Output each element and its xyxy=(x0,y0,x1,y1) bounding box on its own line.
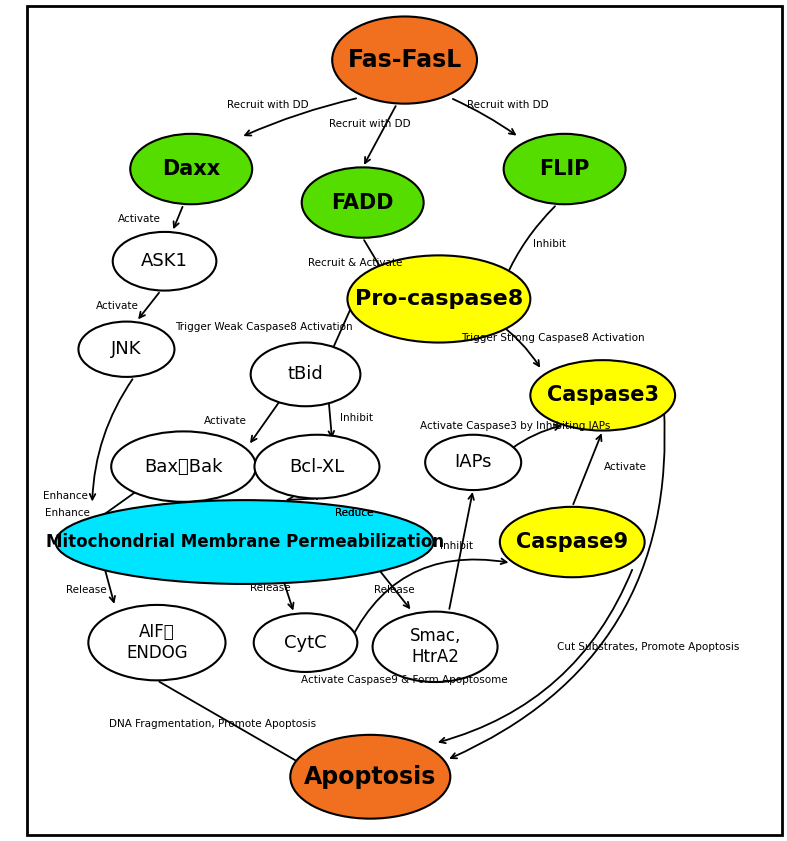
Text: Smac,
HtrA2: Smac, HtrA2 xyxy=(409,627,460,666)
Ellipse shape xyxy=(79,321,175,377)
Text: Release: Release xyxy=(66,584,106,595)
Text: Caspase3: Caspase3 xyxy=(547,385,659,405)
Ellipse shape xyxy=(301,167,423,238)
Ellipse shape xyxy=(131,134,252,204)
Text: Enhance: Enhance xyxy=(46,508,91,518)
Text: Activate: Activate xyxy=(604,462,647,472)
Ellipse shape xyxy=(500,507,645,577)
Text: Fas-FasL: Fas-FasL xyxy=(348,48,462,72)
Text: FLIP: FLIP xyxy=(539,159,589,179)
Ellipse shape xyxy=(332,17,477,103)
Ellipse shape xyxy=(113,232,216,291)
Text: DNA Fragmentation, Promote Apoptosis: DNA Fragmentation, Promote Apoptosis xyxy=(109,719,316,729)
Text: Activate: Activate xyxy=(118,214,161,225)
Text: JNK: JNK xyxy=(111,341,142,358)
Text: FADD: FADD xyxy=(331,193,394,213)
Ellipse shape xyxy=(290,735,450,818)
Ellipse shape xyxy=(372,611,497,682)
Text: AIF､
ENDOG: AIF､ ENDOG xyxy=(126,623,188,662)
Text: Recruit with DD: Recruit with DD xyxy=(329,119,410,129)
Text: Inhibit: Inhibit xyxy=(440,542,473,551)
Ellipse shape xyxy=(530,360,675,431)
Ellipse shape xyxy=(425,435,521,490)
Text: Daxx: Daxx xyxy=(162,159,220,179)
Text: Inhibit: Inhibit xyxy=(340,413,373,423)
FancyBboxPatch shape xyxy=(28,6,781,835)
Text: Trigger Strong Caspase8 Activation: Trigger Strong Caspase8 Activation xyxy=(461,333,645,343)
Ellipse shape xyxy=(88,605,226,680)
Ellipse shape xyxy=(253,613,357,672)
Ellipse shape xyxy=(56,500,434,584)
Ellipse shape xyxy=(347,256,530,342)
Text: ASK1: ASK1 xyxy=(141,252,188,270)
Text: Cut Substrates, Promote Apoptosis: Cut Substrates, Promote Apoptosis xyxy=(557,642,740,652)
Text: Enhance: Enhance xyxy=(43,491,88,501)
Text: Activate: Activate xyxy=(204,415,247,426)
Text: Recruit & Activate: Recruit & Activate xyxy=(308,258,402,268)
Text: Release: Release xyxy=(250,583,290,593)
Ellipse shape xyxy=(251,342,360,406)
Text: Pro-caspase8: Pro-caspase8 xyxy=(355,289,523,309)
Text: Bcl-XL: Bcl-XL xyxy=(290,458,345,476)
Ellipse shape xyxy=(111,431,256,502)
Text: Reduce: Reduce xyxy=(335,508,374,518)
Text: Activate Caspase3 by Inhibiting IAPs: Activate Caspase3 by Inhibiting IAPs xyxy=(420,420,610,431)
Text: Reduce: Reduce xyxy=(335,508,374,518)
Ellipse shape xyxy=(504,134,626,204)
Text: Apoptosis: Apoptosis xyxy=(304,764,437,789)
Text: Activate Caspase9 & Form Apoptosome: Activate Caspase9 & Form Apoptosome xyxy=(301,675,508,685)
Ellipse shape xyxy=(254,435,379,499)
Text: tBid: tBid xyxy=(288,365,323,383)
Text: Mitochondrial Membrane Permeabilization: Mitochondrial Membrane Permeabilization xyxy=(46,533,444,551)
Text: Release: Release xyxy=(374,584,414,595)
Text: Trigger Weak Caspase8 Activation: Trigger Weak Caspase8 Activation xyxy=(175,321,353,331)
Text: IAPs: IAPs xyxy=(454,453,492,472)
Text: Inhibit: Inhibit xyxy=(533,240,566,250)
Text: Recruit with DD: Recruit with DD xyxy=(467,100,549,110)
Text: CytC: CytC xyxy=(284,633,327,652)
Text: Activate: Activate xyxy=(96,301,139,310)
Text: Caspase9: Caspase9 xyxy=(516,532,628,552)
Text: Bax、Bak: Bax、Bak xyxy=(144,458,223,476)
Text: Recruit with DD: Recruit with DD xyxy=(227,100,309,110)
